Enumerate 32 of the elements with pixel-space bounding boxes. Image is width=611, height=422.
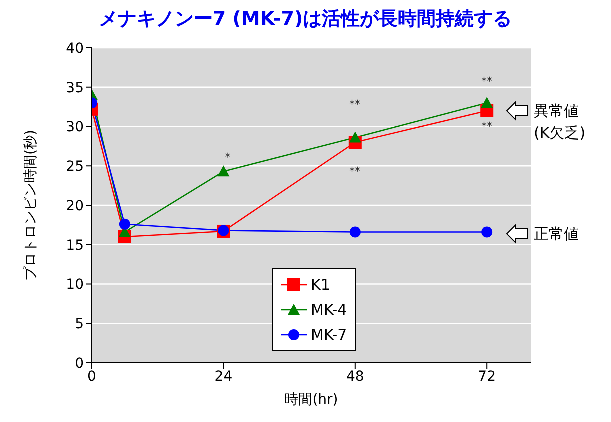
x-tick-label: 0	[88, 368, 96, 385]
y-tick-label: 35	[66, 80, 84, 96]
legend-label: MK-4	[311, 300, 348, 318]
y-tick-label: 25	[66, 159, 84, 176]
y-axis-title: プロトロンビン時間(秒)	[22, 130, 39, 281]
y-tick-label: 20	[66, 198, 84, 214]
point	[482, 226, 493, 238]
annotation: **	[482, 75, 493, 88]
x-tick-label: 24	[214, 368, 233, 385]
annotation: *	[225, 151, 232, 164]
y-tick-label: 10	[66, 277, 84, 294]
point	[349, 132, 362, 143]
annotation: **	[350, 98, 361, 112]
y-tick-label: 0	[75, 356, 84, 372]
x-axis-title: 時間(hr)	[284, 392, 338, 408]
x-tick-label: 48	[346, 368, 364, 385]
point	[350, 226, 361, 238]
point	[481, 97, 494, 108]
legend-label: K1	[311, 276, 330, 294]
legend-label: MK-7	[311, 326, 348, 344]
y-tick-label: 40	[66, 40, 84, 57]
text: 正常値	[534, 225, 579, 243]
y-tick-label: 15	[66, 238, 84, 254]
y-tick-label: 5	[75, 316, 84, 333]
point	[218, 166, 230, 177]
annotation: **	[350, 165, 361, 178]
y-tick-label: 30	[66, 120, 84, 136]
point	[119, 218, 130, 230]
annotation: **	[482, 120, 493, 134]
chart-title: メナキノンー7 (MK-7)は活性が長時間持続する	[98, 7, 514, 32]
x-tick-label: 72	[478, 368, 496, 385]
text: 異常値 (K欠乏)	[534, 102, 586, 142]
